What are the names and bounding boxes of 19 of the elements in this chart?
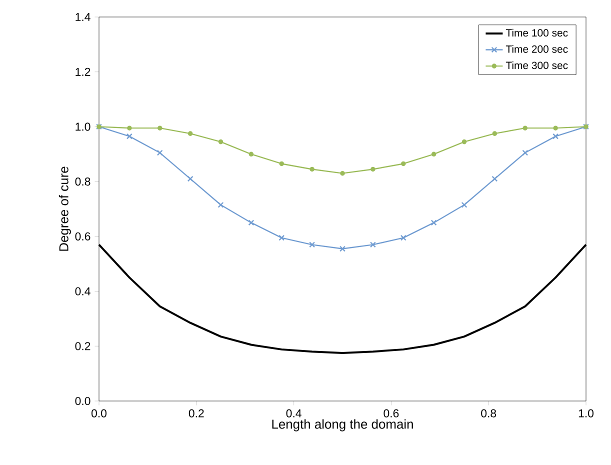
x-tick-label: 0.8 <box>481 409 496 418</box>
x-tick-label: 0.2 <box>188 409 204 418</box>
x-tick-label: 0.4 <box>286 409 302 418</box>
y-tick-label: 0.6 <box>75 232 90 240</box>
legend-label: Time 100 sec <box>506 28 568 37</box>
x-tick-label: 1.0 <box>578 409 594 418</box>
legend-label: Time 300 sec <box>506 61 568 70</box>
y-tick-label: 1.2 <box>76 68 90 76</box>
y-tick-label: 0.2 <box>75 342 90 350</box>
y-axis-title: Degree of cure <box>58 166 71 251</box>
x-tick-label: 0.0 <box>91 409 107 418</box>
legend-label: Time 200 sec <box>506 45 568 53</box>
y-tick-label: 0.4 <box>75 287 90 296</box>
y-tick-label: 0.0 <box>75 396 90 406</box>
y-tick-label: 0.8 <box>75 178 90 186</box>
x-tick-label: 0.6 <box>384 409 399 418</box>
y-tick-label: 1.0 <box>76 122 90 131</box>
y-tick-label: 1.4 <box>76 13 90 21</box>
x-axis-title: Length along the domain <box>272 419 413 432</box>
